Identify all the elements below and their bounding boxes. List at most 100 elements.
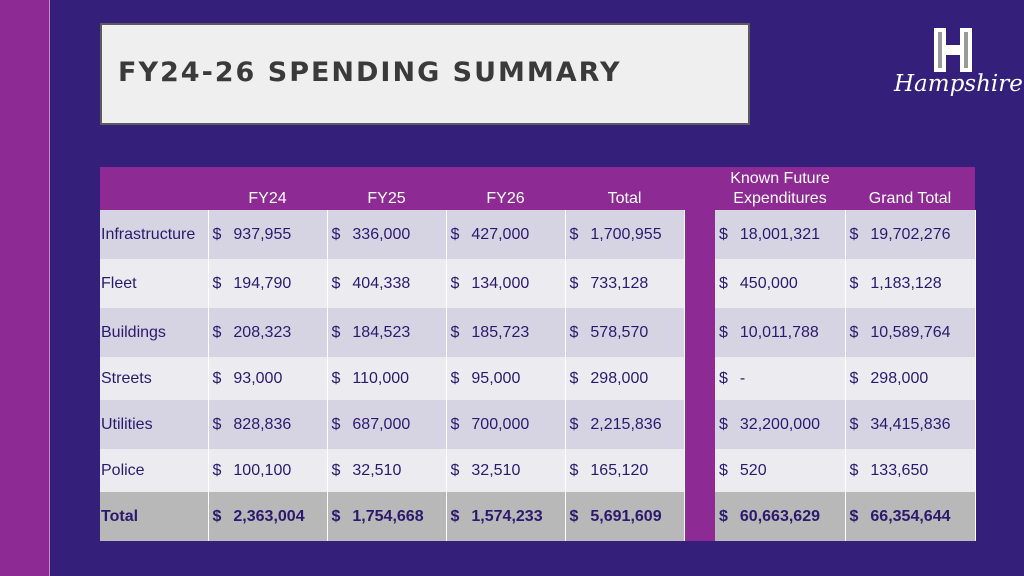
cell-fy25: $687,000 xyxy=(327,400,447,449)
table-row: Fleet $194,790 $404,338 $134,000 $733,128 $45… xyxy=(100,259,976,308)
cell-future: $60,663,629 xyxy=(715,492,846,541)
cell-total: $2,215,836 xyxy=(565,400,685,449)
currency-symbol: $ xyxy=(450,369,460,387)
cell-value: 32,510 xyxy=(352,461,402,479)
cell-future: $18,001,321 xyxy=(715,210,846,259)
header-fy24: FY24 xyxy=(208,167,327,210)
cell-grand: $133,650 xyxy=(845,449,976,492)
cell-grand: $298,000 xyxy=(845,357,976,400)
table-row: Utilities $828,836 $687,000 $700,000 $2,215,… xyxy=(100,400,976,449)
currency-symbol: $ xyxy=(331,274,341,292)
cell-fy24: $100,100 xyxy=(208,449,328,492)
currency-symbol: $ xyxy=(569,225,579,243)
table-row: Infrastructure $937,955 $336,000 $427,000 $1… xyxy=(100,210,976,259)
header-total: Total xyxy=(565,167,684,210)
row-label: Infrastructure xyxy=(100,210,209,259)
currency-symbol: $ xyxy=(569,415,579,433)
currency-symbol: $ xyxy=(450,225,460,243)
currency-symbol: $ xyxy=(849,461,859,479)
header-spacer xyxy=(684,167,715,210)
cell-fy24: $194,790 xyxy=(208,259,328,308)
cell-fy24: $937,955 xyxy=(208,210,328,259)
cell-value: 298,000 xyxy=(870,369,929,387)
row-label: Buildings xyxy=(100,308,209,357)
cell-fy26: $95,000 xyxy=(446,357,566,400)
currency-symbol: $ xyxy=(331,507,341,525)
cell-fy24: $828,836 xyxy=(208,400,328,449)
column-spacer xyxy=(684,259,715,308)
currency-symbol: $ xyxy=(849,415,859,433)
row-label: Total xyxy=(100,492,209,541)
cell-fy25: $336,000 xyxy=(327,210,447,259)
currency-symbol: $ xyxy=(569,323,579,341)
cell-value: 32,200,000 xyxy=(739,415,820,433)
currency-symbol: $ xyxy=(450,415,460,433)
cell-value: 5,691,609 xyxy=(590,507,662,525)
currency-symbol: $ xyxy=(849,274,859,292)
cell-value: 10,011,788 xyxy=(739,323,819,341)
cell-value: 1,700,955 xyxy=(590,225,662,243)
cell-value: 578,570 xyxy=(590,323,649,341)
cell-fy24: $93,000 xyxy=(208,357,328,400)
cell-value: 110,000 xyxy=(352,369,410,387)
header-row: FY24 FY25 FY26 Total Known Future Expend… xyxy=(100,167,975,210)
currency-symbol: $ xyxy=(212,415,222,433)
cell-value: 95,000 xyxy=(471,369,521,387)
cell-value: 298,000 xyxy=(590,369,649,387)
cell-value: 937,955 xyxy=(233,225,292,243)
cell-total: $298,000 xyxy=(565,357,685,400)
cell-fy26: $700,000 xyxy=(446,400,566,449)
currency-symbol: $ xyxy=(331,369,341,387)
cell-value: 133,650 xyxy=(870,461,929,479)
column-spacer xyxy=(684,308,715,357)
total-row: Total $2,363,004 $1,754,668 $1,574,233 $5,69… xyxy=(100,492,976,541)
cell-total: $5,691,609 xyxy=(565,492,685,541)
header-fy25: FY25 xyxy=(327,167,446,210)
header-known-future: Known Future Expenditures xyxy=(715,167,845,210)
currency-symbol: $ xyxy=(212,507,222,525)
cell-value: 1,754,668 xyxy=(352,507,424,525)
cell-value: 185,723 xyxy=(471,323,530,341)
currency-symbol: $ xyxy=(450,461,460,479)
cell-value: 733,128 xyxy=(590,274,649,292)
cell-value: 404,338 xyxy=(352,274,411,292)
currency-symbol: $ xyxy=(450,274,460,292)
table-row: Buildings $208,323 $184,523 $185,723 $578,57… xyxy=(100,308,976,357)
cell-value: 184,523 xyxy=(352,323,411,341)
cell-value: 700,000 xyxy=(471,415,530,433)
cell-fy25: $1,754,668 xyxy=(327,492,447,541)
currency-symbol: $ xyxy=(569,274,579,292)
row-label: Utilities xyxy=(100,400,209,449)
header-fy26: FY26 xyxy=(446,167,565,210)
cell-future: $10,011,788 xyxy=(715,308,846,357)
currency-symbol: $ xyxy=(450,323,460,341)
currency-symbol: $ xyxy=(212,274,222,292)
cell-fy26: $185,723 xyxy=(446,308,566,357)
cell-value: 18,001,321 xyxy=(739,225,820,243)
cell-value: 32,510 xyxy=(471,461,521,479)
column-spacer xyxy=(684,492,715,541)
currency-symbol: $ xyxy=(331,415,341,433)
cell-value: 10,589,764 xyxy=(870,323,951,341)
cell-value: 34,415,836 xyxy=(870,415,951,433)
cell-total: $578,570 xyxy=(565,308,685,357)
cell-future: $450,000 xyxy=(715,259,846,308)
logo-wordmark: Hampshire xyxy=(894,71,1023,97)
cell-future: $ - xyxy=(715,357,846,400)
cell-total: $165,120 xyxy=(565,449,685,492)
column-spacer xyxy=(684,357,715,400)
currency-symbol: $ xyxy=(719,274,728,292)
currency-symbol: $ xyxy=(331,225,341,243)
table-row: Police $100,100 $32,510 $32,510 $165,120 $520… xyxy=(100,449,976,492)
currency-symbol: $ xyxy=(569,369,579,387)
column-spacer xyxy=(684,210,715,259)
header-grand-total: Grand Total xyxy=(845,167,975,210)
currency-symbol: $ xyxy=(331,323,341,341)
cell-fy25: $110,000 xyxy=(327,357,447,400)
cell-value: 2,363,004 xyxy=(233,507,305,525)
cell-fy24: $2,363,004 xyxy=(208,492,328,541)
currency-symbol: $ xyxy=(212,323,222,341)
cell-value: 687,000 xyxy=(352,415,411,433)
currency-symbol: $ xyxy=(719,415,728,433)
row-label: Fleet xyxy=(100,259,209,308)
